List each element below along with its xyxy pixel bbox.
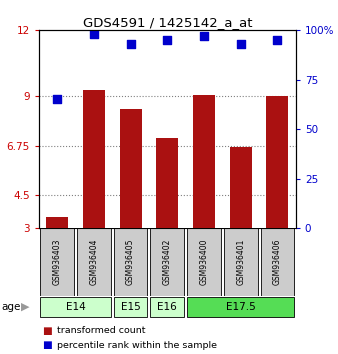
Text: GSM936404: GSM936404 [90,239,98,285]
Bar [261,228,294,296]
Bar [150,228,184,296]
Bar [114,228,147,296]
Bar [150,297,184,318]
Point [128,41,133,47]
Bar [187,228,221,296]
Text: GSM936400: GSM936400 [199,239,209,285]
Bar [114,297,147,318]
Bar [40,297,111,318]
Point [165,37,170,43]
Text: GSM936406: GSM936406 [273,239,282,285]
Text: E15: E15 [121,302,141,312]
Text: transformed count: transformed count [57,326,146,336]
Bar [77,228,111,296]
Text: GSM936403: GSM936403 [53,239,62,285]
Point [201,33,207,39]
Text: percentile rank within the sample: percentile rank within the sample [57,341,217,350]
Text: E14: E14 [66,302,86,312]
Text: ■: ■ [42,326,52,336]
Point [238,41,243,47]
Point [54,97,60,102]
Text: GSM936401: GSM936401 [236,239,245,285]
Bar [120,109,142,228]
Bar [156,138,178,228]
Point [275,37,280,43]
Point [91,31,97,37]
Text: age: age [2,302,21,312]
Text: E16: E16 [158,302,177,312]
Bar [83,90,105,228]
Bar [266,96,288,228]
Bar [46,217,68,228]
Title: GDS4591 / 1425142_a_at: GDS4591 / 1425142_a_at [82,16,252,29]
Bar [40,228,74,296]
Text: GSM936405: GSM936405 [126,239,135,285]
Bar [193,95,215,228]
Bar [187,297,294,318]
Text: E17.5: E17.5 [226,302,256,312]
Text: ▶: ▶ [21,302,29,312]
Bar [230,147,252,228]
Text: GSM936402: GSM936402 [163,239,172,285]
Text: ■: ■ [42,340,52,350]
Bar [224,228,258,296]
